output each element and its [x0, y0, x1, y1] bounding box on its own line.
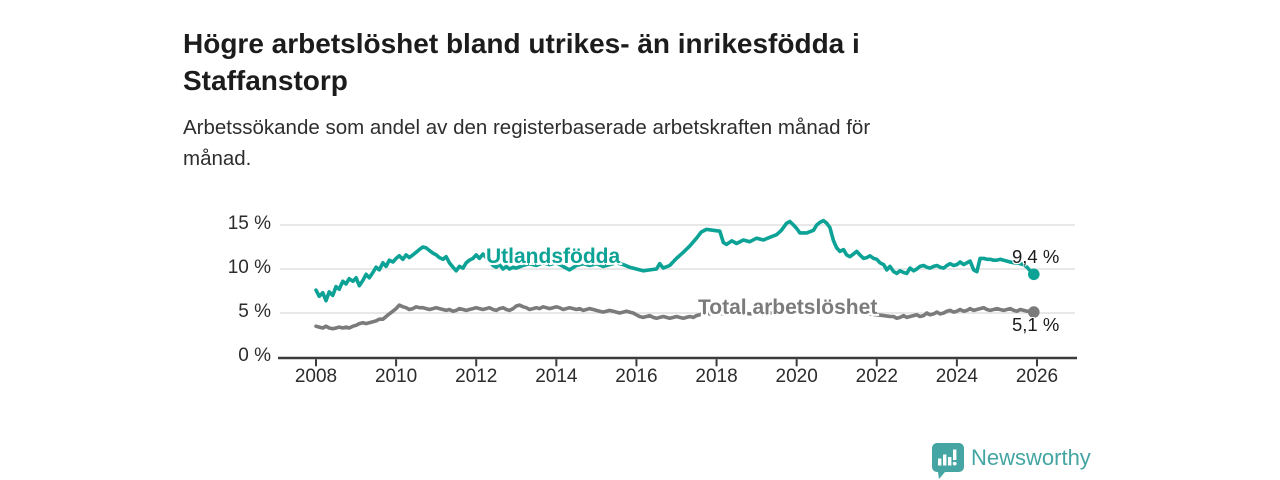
x-tick-label: 2024	[935, 366, 979, 387]
x-tick-label: 2026	[1015, 366, 1059, 387]
end-value-label-utlandsfodda: 9,4 %	[1012, 246, 1060, 267]
x-tick-label: 2016	[615, 366, 658, 387]
end-value-label-total-arbetsloshet: 5,1 %	[1012, 314, 1060, 335]
x-tick-label: 2010	[374, 366, 418, 387]
subtitle-line-1: Arbetssökande som andel av den registerb…	[183, 116, 871, 139]
subtitle-line-2: månad.	[183, 147, 252, 170]
x-tick-label: 2018	[695, 366, 738, 387]
x-tick-label: 2022	[855, 366, 898, 387]
x-tick-label: 2020	[775, 366, 818, 387]
y-tick-label: 10 %	[227, 257, 271, 278]
newsworthy-logo-icon	[932, 443, 964, 479]
brand-footer: Newsworthy	[931, 442, 1091, 480]
series-end-dot-utlandsfodda	[1028, 268, 1040, 281]
brand-name: Newsworthy	[971, 445, 1091, 470]
y-tick-label: 0 %	[238, 345, 271, 366]
y-tick-label: 15 %	[227, 213, 271, 234]
chart-title: Högre arbetslöshet bland utrikes- än inr…	[183, 25, 1083, 99]
series-label-total-arbetsloshet: Total arbetslöshet	[698, 296, 878, 319]
series-label-utlandsfodda: Utlandsfödda	[486, 245, 621, 268]
x-tick-label: 2014	[535, 366, 578, 387]
title-line-1: Högre arbetslöshet bland utrikes- än inr…	[183, 27, 860, 59]
x-tick-label: 2012	[455, 366, 498, 387]
series-line-total	[314, 303, 1036, 331]
chart-subtitle: Arbetssökande som andel av den registerb…	[183, 112, 1063, 174]
x-tick-label: 2008	[294, 366, 338, 387]
series-line-utlandsfodda	[314, 218, 1036, 303]
series-end-dot-total	[1028, 306, 1040, 318]
title-line-2: Staffanstorp	[183, 64, 348, 96]
y-tick-label: 5 %	[238, 301, 271, 322]
